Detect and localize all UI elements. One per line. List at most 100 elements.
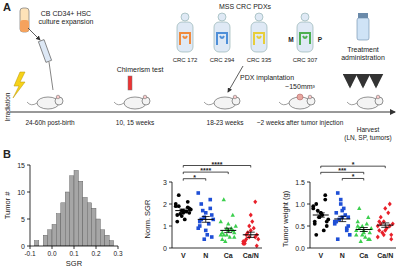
point — [311, 204, 315, 208]
label: **** — [200, 167, 211, 174]
point — [314, 233, 318, 237]
label: CRC 294 — [210, 57, 235, 63]
y-tick — [307, 226, 310, 227]
point — [252, 226, 256, 231]
point — [360, 224, 364, 228]
body-torso — [214, 22, 230, 52]
label: N — [203, 252, 208, 259]
point — [379, 215, 383, 220]
point — [356, 219, 360, 223]
x-axis — [310, 248, 396, 249]
point — [380, 230, 384, 235]
sem-bar — [202, 217, 210, 223]
bar — [65, 192, 69, 246]
label: 0 — [21, 243, 25, 250]
y-axis — [30, 165, 31, 246]
point — [246, 230, 250, 235]
point — [196, 191, 200, 195]
chart: VNCaCa/N0.00.51.01.5Tumor weight (g)****… — [281, 161, 396, 259]
mouse-ear — [56, 95, 60, 99]
label: CRC 307 — [293, 57, 318, 63]
body — [297, 13, 313, 52]
point — [389, 237, 393, 242]
sem-bar — [360, 228, 368, 232]
label: Norm. SGR — [143, 199, 152, 238]
point — [366, 215, 370, 219]
point — [345, 226, 349, 230]
arrow — [28, 28, 40, 40]
point — [386, 210, 390, 215]
point — [325, 224, 329, 228]
x-axis — [172, 248, 262, 249]
mouse-ear — [233, 95, 237, 99]
bar — [92, 208, 96, 246]
label: P — [318, 36, 323, 43]
point — [339, 202, 343, 206]
bar — [83, 197, 87, 246]
label: 2 — [163, 201, 167, 208]
point — [389, 232, 393, 237]
point — [204, 211, 208, 215]
point — [323, 193, 327, 197]
label: -0.1 — [24, 250, 36, 257]
bar — [105, 235, 109, 246]
label: V — [318, 252, 323, 259]
point — [199, 202, 203, 206]
label: Ca — [359, 252, 368, 259]
point — [175, 220, 179, 224]
label: 3 — [163, 179, 167, 186]
point — [204, 229, 208, 233]
point — [222, 233, 226, 237]
point — [210, 213, 214, 217]
body — [177, 13, 193, 52]
mouse — [347, 95, 383, 109]
mouse-ear — [376, 95, 380, 99]
blood-tube — [128, 76, 132, 90]
mouse-tail — [204, 102, 214, 105]
lightning — [13, 72, 25, 98]
point — [177, 204, 181, 208]
x-tick — [52, 246, 53, 249]
label: MSS CRC PDXs — [219, 3, 272, 10]
label: Chimerism test — [117, 66, 164, 73]
x-tick — [74, 246, 75, 249]
point — [186, 200, 190, 204]
x-tick — [96, 246, 97, 249]
label: *** — [338, 167, 346, 174]
y-tick — [307, 182, 310, 183]
label: 0 — [163, 245, 167, 252]
y-tick — [27, 246, 30, 247]
label: 10, 15 weeks — [116, 119, 155, 126]
y-tick — [27, 219, 30, 220]
mouse — [27, 95, 63, 109]
point — [377, 228, 381, 233]
label: Ca/N — [377, 252, 393, 259]
sem-bar — [381, 223, 389, 227]
point — [202, 237, 206, 241]
needle — [49, 62, 53, 90]
label: PDX implantation — [240, 74, 294, 82]
figure: ACB CD34+ HSCculture expansionIrradiatio… — [0, 0, 400, 271]
point — [365, 222, 369, 226]
label: Ca/N — [243, 252, 259, 259]
mouse — [204, 95, 240, 109]
label: M — [288, 36, 293, 43]
point — [183, 218, 187, 222]
label: * — [352, 161, 355, 168]
point — [339, 198, 343, 202]
label: * — [352, 173, 355, 180]
label: CRC 335 — [247, 57, 272, 63]
point — [219, 219, 223, 223]
body-head — [181, 13, 189, 21]
body — [214, 13, 230, 52]
bar — [48, 230, 52, 246]
label: 1.0 — [295, 201, 305, 208]
label: Ca — [224, 252, 233, 259]
bar — [70, 176, 74, 246]
y-axis — [172, 182, 173, 248]
mouse — [114, 95, 150, 109]
point — [313, 222, 317, 226]
mouse-ear — [308, 95, 312, 99]
point — [256, 237, 260, 242]
point — [323, 198, 327, 202]
